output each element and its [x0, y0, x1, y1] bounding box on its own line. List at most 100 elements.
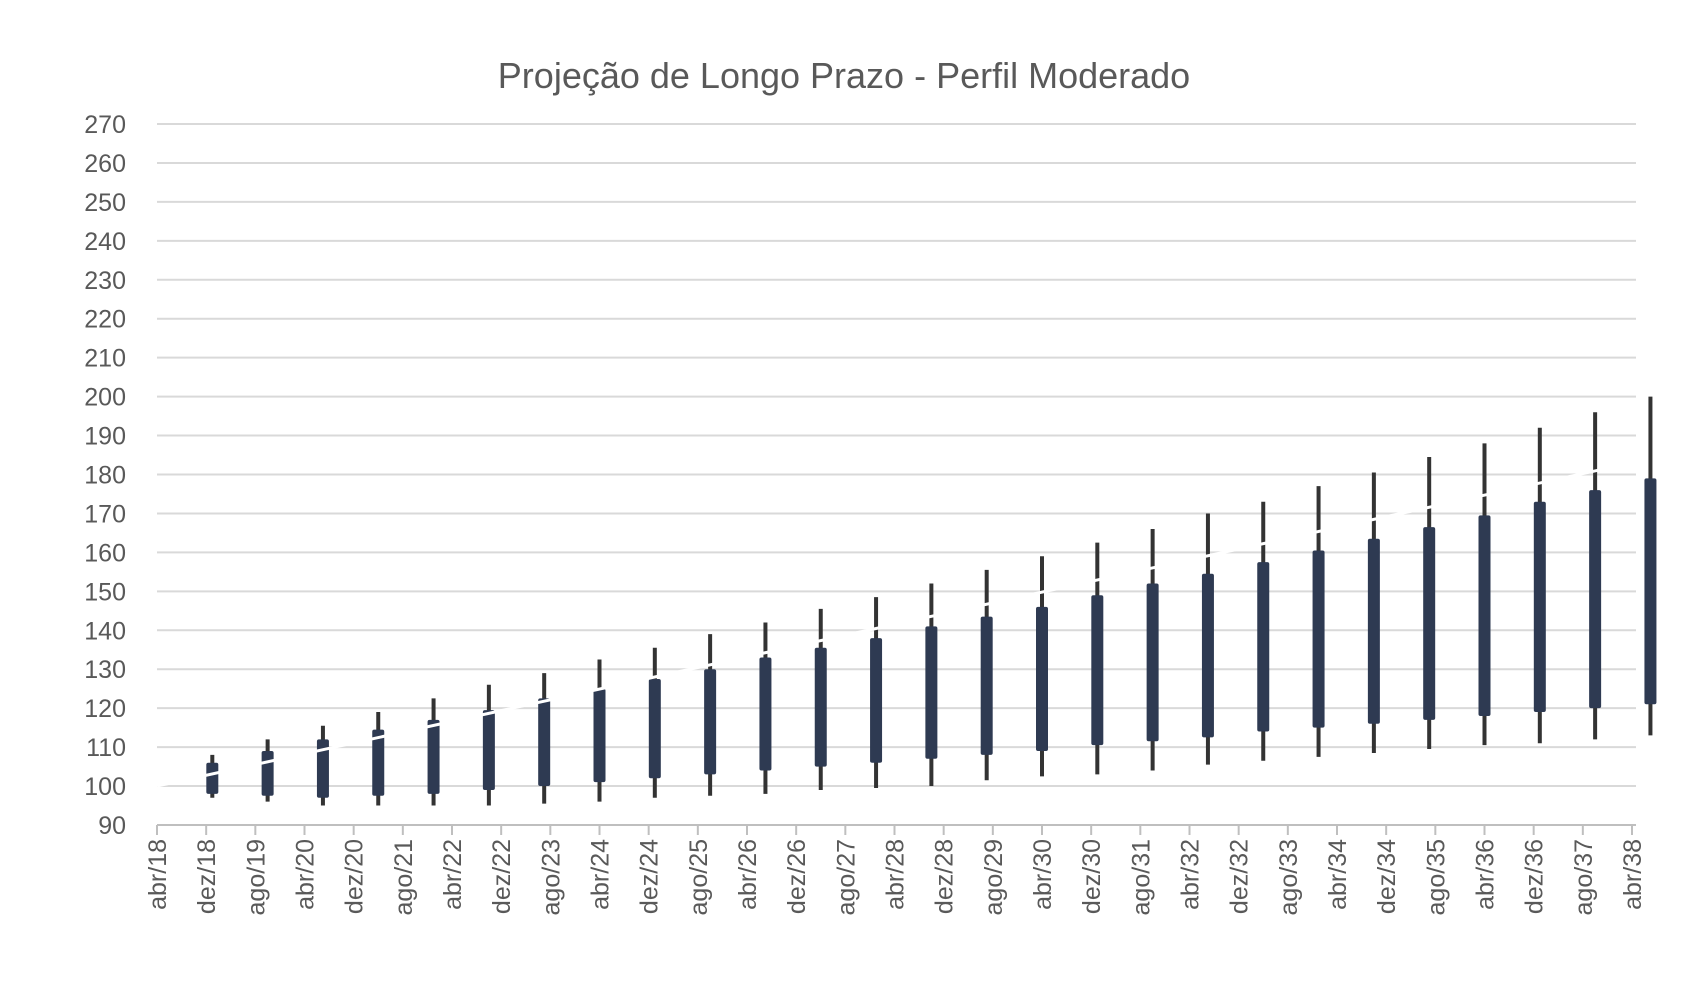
- range-bar: [206, 754, 219, 798]
- range-bar: [814, 608, 827, 790]
- range-bar: [1533, 427, 1546, 744]
- range-bar: [759, 622, 772, 794]
- x-tick-label: dez/36: [1521, 839, 1549, 914]
- y-tick-label: 170: [84, 500, 126, 528]
- range-bar: [1036, 556, 1048, 777]
- y-tick-label: 190: [84, 423, 126, 451]
- x-tick-label: ago/33: [1275, 839, 1303, 915]
- range-bar: [427, 698, 440, 806]
- range-bar: [1201, 513, 1214, 765]
- range-bar: [1091, 542, 1104, 775]
- x-tick-label: abr/28: [882, 839, 910, 910]
- box: [372, 729, 385, 796]
- y-tick-label: 220: [84, 306, 126, 334]
- range-bar: [1367, 472, 1380, 753]
- y-tick-label: 240: [84, 228, 126, 256]
- range-bar: [372, 712, 385, 806]
- y-tick-label: 160: [84, 539, 126, 567]
- y-tick-label: 100: [84, 773, 126, 801]
- box: [593, 688, 606, 783]
- x-tick-label: abr/34: [1324, 839, 1352, 910]
- x-tick-label: dez/30: [1078, 839, 1106, 914]
- box: [1036, 606, 1048, 752]
- chart-title: Projeção de Longo Prazo - Perfil Moderad…: [497, 55, 1191, 96]
- range-bar: [1257, 501, 1270, 761]
- box: [1478, 515, 1491, 716]
- y-tick-label: 200: [84, 384, 126, 412]
- x-tick-label: dez/26: [783, 839, 811, 914]
- y-tick-label: 260: [84, 150, 126, 178]
- y-tick-label: 140: [84, 617, 126, 645]
- box: [704, 669, 717, 775]
- box: [538, 698, 551, 787]
- y-tick-label: 150: [84, 578, 126, 606]
- y-tick-label: 250: [84, 189, 126, 217]
- box: [1257, 562, 1270, 732]
- box: [1589, 490, 1602, 709]
- box: [1367, 538, 1380, 724]
- x-tick-label: abr/22: [439, 839, 467, 910]
- x-tick-label: ago/35: [1422, 839, 1450, 915]
- y-tick-label: 230: [84, 267, 126, 295]
- range-bar: [316, 725, 329, 806]
- range-bar: [870, 597, 883, 789]
- range-bar: [1312, 486, 1325, 757]
- x-tick-label: dez/28: [931, 839, 959, 914]
- range-bars: [206, 396, 1657, 806]
- x-tick-label: abr/32: [1177, 839, 1205, 910]
- box: [925, 626, 938, 759]
- x-tick-label: abr/38: [1619, 839, 1647, 910]
- range-bar: [1146, 529, 1159, 771]
- x-tick-label: ago/37: [1570, 839, 1598, 915]
- range-bar: [648, 647, 661, 798]
- x-tick-label: dez/20: [341, 839, 369, 914]
- box: [759, 657, 772, 771]
- range-bar: [1478, 443, 1491, 746]
- x-tick-label: dez/24: [636, 839, 664, 914]
- x-tick-label: dez/34: [1373, 839, 1401, 914]
- box: [261, 751, 274, 796]
- box: [870, 638, 883, 763]
- box: [1201, 573, 1214, 738]
- range-bar: [1423, 456, 1436, 750]
- x-tick-label: ago/19: [242, 839, 270, 915]
- x-tick-label: abr/24: [587, 839, 615, 910]
- x-tick-label: abr/18: [144, 839, 172, 910]
- median-line: [156, 461, 1633, 788]
- y-axis-tick-labels: 90 100 110 120 130 140 150 160 170 180 190 200 210 22…: [84, 111, 126, 840]
- x-tick-label: dez/18: [193, 839, 221, 914]
- x-tick-label: ago/21: [390, 839, 418, 915]
- range-bar: [538, 673, 551, 804]
- box: [980, 616, 993, 755]
- x-tick-label: ago/27: [832, 839, 860, 915]
- y-tick-label: 210: [84, 345, 126, 373]
- box: [206, 762, 219, 794]
- y-tick-label: 120: [84, 695, 126, 723]
- x-tick-label: abr/20: [292, 839, 320, 910]
- box: [648, 678, 661, 779]
- x-tick-label: ago/29: [980, 839, 1008, 915]
- y-tick-label: 270: [84, 111, 126, 139]
- x-tick-label: abr/30: [1029, 839, 1057, 910]
- box: [1146, 583, 1159, 742]
- x-tick-label: ago/25: [685, 839, 713, 915]
- box: [427, 719, 440, 794]
- box: [1423, 527, 1436, 720]
- x-tick-label: ago/31: [1127, 839, 1155, 915]
- grid-layer: [157, 123, 1636, 788]
- y-tick-label: 110: [86, 734, 126, 762]
- y-tick-label: 130: [84, 656, 126, 684]
- median-line-layer: [156, 461, 1633, 788]
- range-bar: [482, 684, 495, 806]
- x-tick-label: ago/23: [537, 839, 565, 915]
- box: [814, 647, 827, 767]
- range-bar: [1589, 412, 1602, 740]
- box: [482, 710, 495, 790]
- box: [1091, 595, 1104, 746]
- box: [1533, 501, 1546, 713]
- x-tick-label: dez/32: [1226, 839, 1254, 914]
- x-axis: abr/18 dez/18 ago/19 abr/20 dez/20 ago/21 abr/…: [144, 824, 1647, 915]
- box: [1644, 478, 1657, 705]
